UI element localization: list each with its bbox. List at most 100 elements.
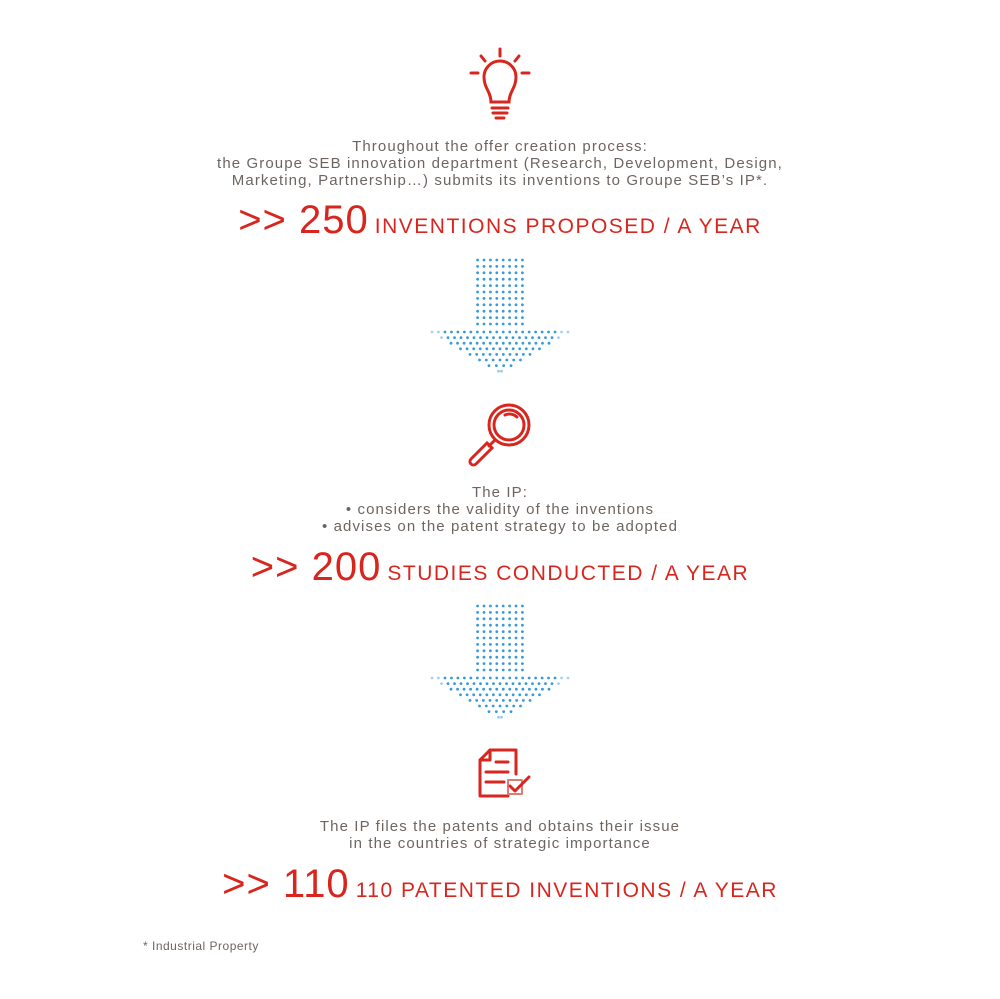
arrow-dot [489,290,492,294]
arrow-dot [488,699,492,702]
arrow-dot [508,271,511,275]
arrow-dot [521,687,525,691]
arrow-dot [482,258,486,262]
arrow-dot [501,277,505,281]
arrow-dot [476,277,479,281]
arrow-dot [495,265,499,268]
arrow-dot [478,347,482,351]
arrow-dot [508,341,512,345]
arrow-dot [450,330,453,334]
arrow-dot [557,682,560,685]
arrow-dot [508,662,511,665]
arrow-dot [541,341,544,345]
arrow-dot [469,330,473,334]
arrow-dot [512,704,516,708]
arrow-dot [482,668,486,672]
arrow-dot [518,347,522,351]
arrow-dot [475,699,479,702]
arrow-dot [478,693,482,697]
arrow-dot [469,687,472,691]
arrow-dot [495,341,499,345]
arrow-dot [495,303,499,307]
arrow-dot [508,687,512,691]
arrow-dot [482,662,486,665]
arrow-dot [514,623,518,627]
arrow-dot [501,330,505,334]
arrow-dot [495,623,499,627]
arrow-dot [509,364,513,367]
arrow-dot [472,693,476,697]
arrow-dot [440,336,443,339]
arrow-dot [521,643,524,646]
arrow-dot [482,630,486,633]
arrow-dot [540,676,544,680]
arrow-dot [472,682,476,685]
arrow-dot [524,347,528,351]
arrow-dot [501,258,505,262]
arrow-dot [501,662,505,665]
arrow-dot [482,297,486,300]
arrow-dot [494,364,498,367]
arrow-dot [524,693,528,697]
arrow-dot [482,309,486,313]
arrow-dot [430,330,434,334]
description-line: The IP: [471,484,529,501]
arrow-dot [498,704,502,708]
arrow-dot [495,297,499,300]
arrow-dot [489,623,492,627]
footnote: * Industrial Property [143,939,259,953]
step-2-description: The IP: • considers the validity of the … [0,484,1000,535]
arrow-dot [449,687,453,691]
arrow-dot [521,676,525,680]
arrow-dot [505,358,509,362]
arrow-dot [521,258,524,262]
arrow-dot [501,643,505,646]
arrow-dot [495,271,499,275]
arrow-dot [495,699,499,702]
arrow-dot [494,710,498,713]
step-2-metric: >> 200 STUDIES CONDUCTED / A YEAR [0,545,1000,590]
arrow-dot [508,636,511,640]
arrow-dot [489,284,492,287]
arrow-dot [514,649,518,653]
arrow-dot [515,699,519,702]
arrow-dot [521,297,524,300]
arrow-dot [489,649,492,653]
arrow-dot [511,347,515,351]
arrow-dot [489,630,492,633]
arrow-dot [508,617,511,621]
arrow-dot [534,687,538,691]
arrow-dot [495,662,499,665]
arrow-dot [472,336,476,339]
arrow-dot [489,316,492,319]
arrow-dot [528,687,531,691]
arrow-dot [462,341,466,345]
arrow-dot [514,636,518,640]
arrow-dot [514,277,518,281]
metric-label: 110 PATENTED INVENTIONS / A YEAR [355,879,778,902]
arrow-dot [495,630,499,633]
arrow-dot [482,687,486,691]
arrow-dot [479,336,482,339]
arrow-dot [508,643,511,646]
arrow-dot [495,643,499,646]
arrow-dot [489,611,492,614]
arrow-dot [509,710,513,713]
arrow-dot [521,623,524,627]
arrow-dot [495,330,499,334]
arrow-dot [476,636,479,640]
arrow-dot [476,643,479,646]
arrow-dot [495,277,499,281]
arrow-dot [519,358,522,362]
arrow-dot [514,655,518,659]
arrow-dot [512,358,516,362]
arrow-dot [521,699,525,702]
arrow-dot [508,604,511,608]
metric-number: >> 110 [222,862,350,906]
arrow-dot [482,655,486,659]
arrow-dot [475,341,479,345]
arrow-dot [514,676,518,680]
arrow-dot [495,316,499,319]
arrow-dot [453,682,456,685]
arrow-dot [492,682,495,685]
